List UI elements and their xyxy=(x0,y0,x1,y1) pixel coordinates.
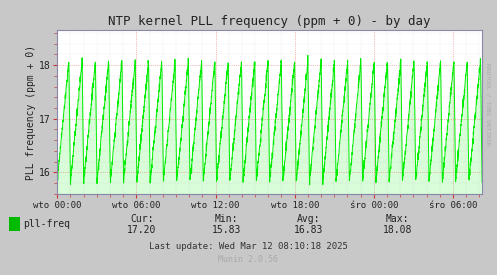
Text: Max:: Max: xyxy=(386,214,410,224)
Text: Munin 2.0.56: Munin 2.0.56 xyxy=(219,255,278,264)
Text: Last update: Wed Mar 12 08:10:18 2025: Last update: Wed Mar 12 08:10:18 2025 xyxy=(149,242,348,251)
Title: NTP kernel PLL frequency (ppm + 0) - by day: NTP kernel PLL frequency (ppm + 0) - by … xyxy=(108,15,431,28)
Text: Cur:: Cur: xyxy=(130,214,154,224)
Text: Avg:: Avg: xyxy=(296,214,320,224)
Text: Min:: Min: xyxy=(214,214,238,224)
Text: pll-freq: pll-freq xyxy=(23,219,70,229)
Y-axis label: PLL frequency (ppm + 0): PLL frequency (ppm + 0) xyxy=(26,45,36,180)
Text: 15.83: 15.83 xyxy=(211,225,241,235)
Text: 17.20: 17.20 xyxy=(127,225,157,235)
Text: 16.83: 16.83 xyxy=(293,225,323,235)
Text: RRDTOOL / TOBI OETIKER: RRDTOOL / TOBI OETIKER xyxy=(486,63,491,146)
Text: 18.08: 18.08 xyxy=(383,225,413,235)
